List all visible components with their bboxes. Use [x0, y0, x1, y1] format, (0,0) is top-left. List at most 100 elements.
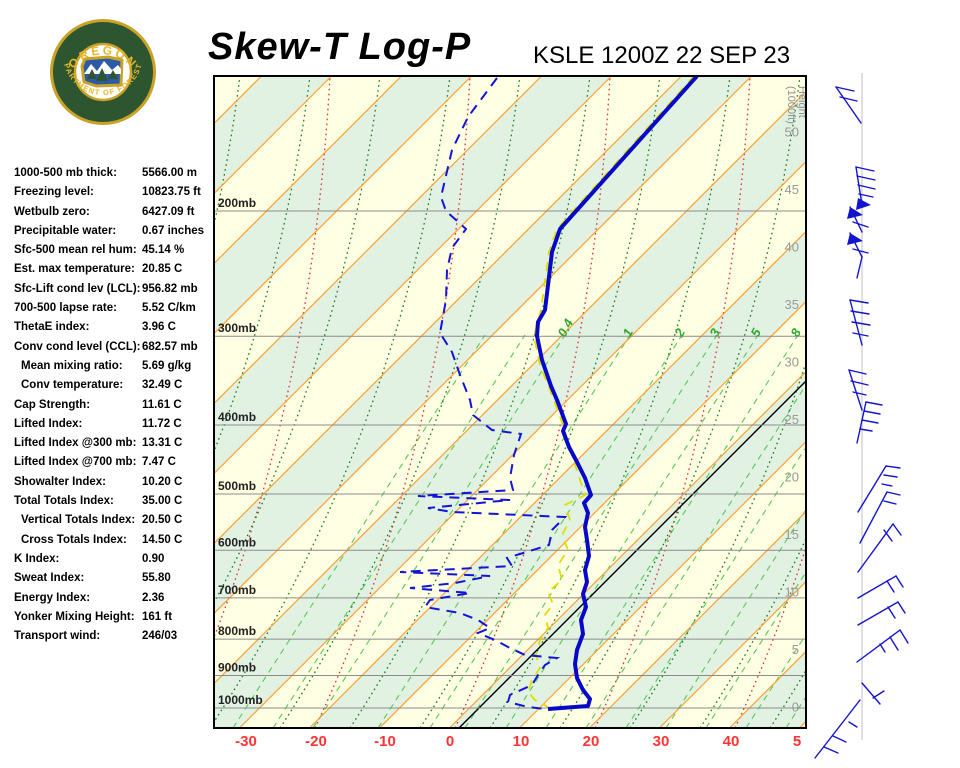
wind-barb-segment — [883, 529, 893, 542]
wind-barb — [847, 232, 869, 279]
isotherm-line — [449, 370, 806, 728]
dry-adiabat-line — [349, 76, 591, 728]
wind-barb — [847, 206, 869, 233]
isotherm-line — [659, 580, 806, 728]
temp-band — [214, 91, 806, 728]
wind-barb-segment — [855, 166, 863, 206]
mixing-ratio-line — [705, 571, 806, 728]
sounding-profiles — [399, 76, 699, 711]
mixing-ratio-line — [464, 334, 718, 728]
mixing-ratio-line — [377, 334, 631, 728]
wind-barb-segment — [848, 369, 863, 411]
temp-tick-label: 20 — [583, 733, 600, 750]
isotherm-line — [214, 76, 472, 335]
stat-label: Yonker Mixing Height: — [14, 610, 135, 623]
dry-adiabat-line — [279, 76, 521, 728]
wind-barb-segment — [899, 629, 909, 644]
pressure-label: 600mb — [218, 535, 256, 549]
dry-adiabat-line — [214, 76, 241, 228]
stat-row: Showalter Index: 10.20 C — [14, 473, 220, 492]
wind-barb — [848, 369, 869, 411]
temp-band — [214, 76, 806, 684]
moist-adiabat-line — [35, 76, 190, 728]
wind-barb-segment — [861, 419, 879, 424]
moist-adiabat-line — [0, 76, 50, 728]
dry-adiabat-line — [629, 360, 806, 728]
stat-value: 35.00 C — [142, 495, 183, 508]
stat-label: K Index: — [14, 552, 60, 565]
temp-tick-label: -30 — [235, 733, 257, 750]
stat-label: Cross Totals Index: — [21, 533, 127, 546]
stat-value: 10823.75 ft — [142, 186, 201, 199]
dewpoint-line — [399, 77, 568, 710]
height-tick-label: 15 — [785, 527, 799, 542]
isotherm-line — [214, 76, 752, 615]
station-datetime: KSLE 1200Z 22 SEP 23 — [533, 42, 791, 69]
wind-barb — [857, 523, 902, 573]
wind-barb — [859, 491, 901, 544]
odf-logo: OREGON DEPARTMENT OF FORESTRY — [48, 17, 156, 125]
stat-row: Est. max temperature: 20.85 C — [14, 260, 220, 279]
wind-barb-segment — [856, 629, 901, 663]
wind-barb-segment — [814, 699, 861, 759]
dry-adiabat-line — [699, 537, 806, 728]
wind-barb-pennant — [847, 233, 863, 245]
wind-barb-segment — [848, 369, 867, 375]
wind-barb-segment — [892, 523, 902, 536]
wind-barb-segment — [883, 500, 897, 505]
isotherm-line — [309, 230, 806, 728]
stat-label: Sfc-Lift cond lev (LCL): — [14, 282, 141, 295]
stat-label: Conv temperature: — [21, 379, 124, 392]
moist-adiabat-line — [314, 76, 471, 728]
stat-row: Lifted Index @300 mb: 13.31 C — [14, 434, 220, 453]
temp-tick-label: -10 — [374, 733, 396, 750]
mixing-ratio-line — [272, 334, 526, 728]
mixing-ratio-line — [785, 695, 806, 728]
stat-value: 7.47 C — [142, 456, 176, 469]
stat-row: Precipitable water: 0.67 inches — [14, 222, 220, 241]
stat-label: Lifted Index @300 mb: — [14, 437, 137, 450]
stat-value: 20.85 C — [142, 263, 183, 276]
wind-barb-segment — [851, 321, 871, 326]
height-tick-label: 25 — [785, 412, 799, 427]
wind-barb-segment — [886, 491, 901, 496]
stat-label: ThetaE index: — [14, 321, 90, 334]
chart-grid: 0.4 1 2 3 5 8 — [0, 76, 960, 728]
height-tick-label: 45 — [785, 182, 799, 197]
stat-label: Mean mixing ratio: — [21, 359, 123, 372]
stat-label: Conv cond level (CCL): — [14, 340, 141, 353]
isotherm-line — [214, 76, 612, 475]
dry-adiabat-line — [489, 76, 731, 728]
wind-barb-segment — [848, 721, 858, 728]
stat-row: Mean mixing ratio: 5.69 g/kg — [14, 357, 220, 376]
wind-barb-segment — [835, 86, 855, 92]
height-tick-label: 0 — [792, 700, 799, 715]
stat-label: Total Totals Index: — [14, 495, 114, 508]
wind-barb-segment — [835, 86, 862, 124]
stat-value: 3.96 C — [142, 321, 176, 334]
height-tick-label: 35 — [785, 297, 799, 312]
wind-barb-segment — [839, 96, 858, 102]
stat-value: 13.31 C — [142, 437, 183, 450]
stat-row: Energy Index: 2.36 — [14, 589, 220, 608]
wind-barb-segment — [879, 643, 886, 653]
wind-barb-segment — [857, 184, 876, 190]
moist-adiabat-line — [734, 545, 806, 728]
wind-barb — [856, 629, 909, 663]
pressure-label: 400mb — [218, 410, 256, 424]
stat-value: 161 ft — [142, 610, 173, 623]
stat-value: 956.82 mb — [142, 282, 198, 295]
wind-barb-segment — [832, 735, 847, 743]
pressure-label: 800mb — [218, 624, 256, 638]
wind-barb-segment — [855, 166, 875, 172]
stat-row: Wetbulb zero: 6427.09 ft — [14, 203, 220, 222]
stat-label: Freezing level: — [14, 186, 94, 199]
stat-value: 0.90 — [142, 552, 165, 565]
isotherm-line — [519, 440, 806, 728]
stat-value: 32.49 C — [142, 379, 183, 392]
stat-value: 11.72 C — [142, 417, 182, 430]
temp-band — [870, 76, 960, 728]
wind-barb — [855, 166, 876, 210]
wind-barb-segment — [863, 410, 881, 415]
stat-row: Conv cond level (CCL): 682.57 mb — [14, 338, 220, 357]
